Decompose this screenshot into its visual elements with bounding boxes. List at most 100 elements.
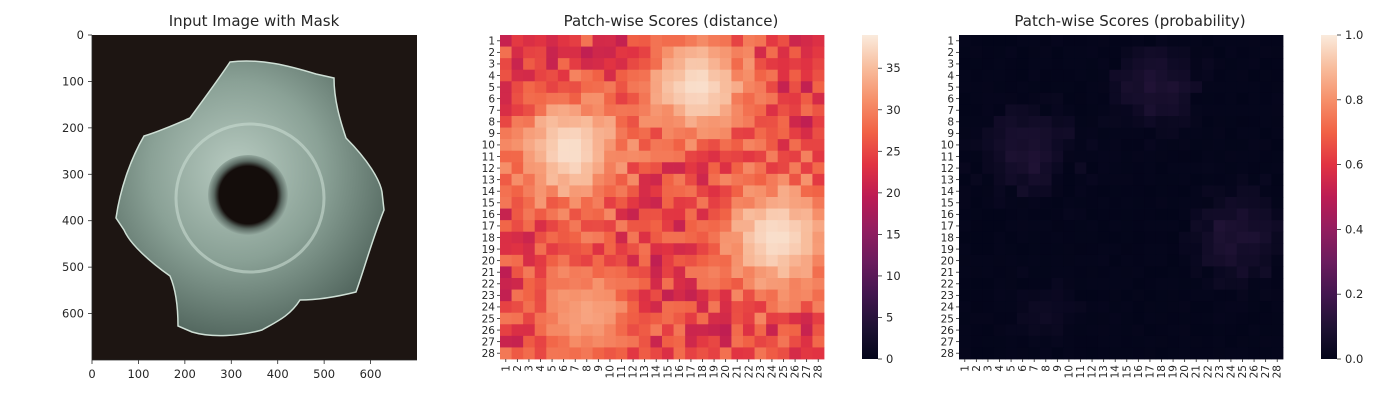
heatmap-cell [789, 312, 802, 325]
heatmap-cell [534, 139, 547, 152]
heatmap-cell [1225, 208, 1238, 221]
heatmap-cell [812, 324, 825, 337]
row-label: 27 [482, 336, 495, 348]
heatmap-cell [1178, 104, 1191, 117]
heatmap-cell [1016, 104, 1029, 117]
heatmap-cell [615, 197, 628, 209]
col-label: 14 [1110, 365, 1122, 379]
row-label: 12 [482, 163, 495, 175]
heatmap-cell [754, 92, 767, 105]
heatmap-cell [500, 312, 512, 325]
heatmap-cell [708, 162, 721, 175]
col-label: 14 [651, 365, 663, 379]
heatmap-cell [1005, 35, 1018, 47]
heatmap-cell [685, 173, 698, 186]
heatmap-cell [1086, 58, 1099, 71]
heatmap-cell [650, 116, 663, 128]
heatmap-cell [1016, 162, 1029, 175]
heatmap-cell [1271, 127, 1284, 140]
heatmap-cell [812, 278, 825, 290]
heatmap-cell [812, 301, 825, 314]
heatmap-cell [534, 278, 547, 290]
heatmap-cell [754, 324, 767, 337]
heatmap-cell [1190, 243, 1203, 256]
heatmap-cell [627, 127, 640, 140]
heatmap-cell [1051, 162, 1064, 175]
heatmap-cell [685, 35, 698, 47]
heatmap-cell [1178, 289, 1191, 302]
heatmap-cell [1051, 254, 1064, 267]
heatmap-cell [1109, 46, 1122, 59]
heatmap-cell [673, 162, 686, 175]
heatmap-cell [959, 35, 971, 47]
heatmap-cell [534, 46, 547, 59]
heatmap-cell [777, 185, 790, 198]
heatmap-cell [1051, 243, 1064, 256]
heatmap-cell [1086, 116, 1099, 128]
heatmap-cell [1178, 266, 1191, 279]
heatmap-cell [1028, 185, 1041, 198]
heatmap-cell [1063, 208, 1076, 221]
heatmap-cell [534, 185, 547, 198]
heatmap-cell [1213, 35, 1226, 47]
heatmap-cell [511, 312, 524, 325]
heatmap-cell [1167, 278, 1180, 290]
heatmap-cell [1109, 254, 1122, 267]
heatmap-cell [982, 254, 995, 267]
heatmap-cell [1016, 173, 1029, 186]
heatmap-cell [557, 139, 570, 152]
heatmap-cell [500, 197, 512, 209]
heatmap-cell [1144, 92, 1157, 105]
heatmap-cell [662, 185, 674, 198]
heatmap-cell [569, 139, 582, 152]
heatmap-cell [1005, 162, 1018, 175]
heatmap-cell [970, 104, 983, 117]
heatmap-cell [685, 220, 698, 233]
heatmap-cell [523, 46, 536, 59]
col-label: 5 [547, 365, 559, 372]
heatmap-cell [1132, 197, 1145, 209]
heatmap-cell [1074, 104, 1087, 117]
heatmap-cell [1271, 243, 1284, 256]
heatmap-cell [1097, 35, 1110, 47]
heatmap-cell [1144, 324, 1157, 337]
heatmap-cell [604, 150, 617, 163]
heatmap-cell [592, 116, 605, 128]
heatmap-cell [696, 104, 709, 117]
heatmap-cell [1225, 162, 1238, 175]
heatmap-cell [1190, 69, 1203, 82]
heatmap-cell [1155, 69, 1168, 82]
heatmap-cell [1271, 139, 1284, 152]
heatmap-cell [1202, 197, 1214, 209]
heatmap-cell [604, 266, 617, 279]
heatmap-cell [1132, 289, 1145, 302]
heatmap-cell [592, 347, 605, 360]
heatmap-cell [523, 289, 536, 302]
heatmap-cell [993, 92, 1006, 105]
heatmap-cell [650, 312, 663, 325]
heatmap-cell [604, 197, 617, 209]
heatmap-cell [1086, 162, 1099, 175]
heatmap-cell [1225, 139, 1238, 152]
col-label: 19 [709, 365, 721, 378]
heatmap-cell [696, 150, 709, 163]
heatmap-cell [1144, 162, 1157, 175]
row-label: 18 [482, 232, 495, 244]
heatmap-cell [696, 347, 709, 360]
heatmap-cell [1086, 254, 1099, 267]
heatmap-cell [1132, 92, 1145, 105]
heatmap-cell [511, 46, 524, 59]
heatmap-cell [1259, 69, 1272, 82]
heatmap-cell [1040, 185, 1052, 198]
heatmap-cell [523, 69, 536, 82]
heatmap-cell [696, 185, 709, 198]
heatmap-cell [1005, 92, 1018, 105]
heatmap-cell [650, 173, 663, 186]
heatmap-cell [662, 173, 674, 186]
heatmap-cell [789, 46, 802, 59]
heatmap-cell [1202, 173, 1214, 186]
heatmap-cell [1121, 208, 1133, 221]
row-label: 26 [482, 325, 496, 337]
heatmap-cell [982, 335, 995, 348]
